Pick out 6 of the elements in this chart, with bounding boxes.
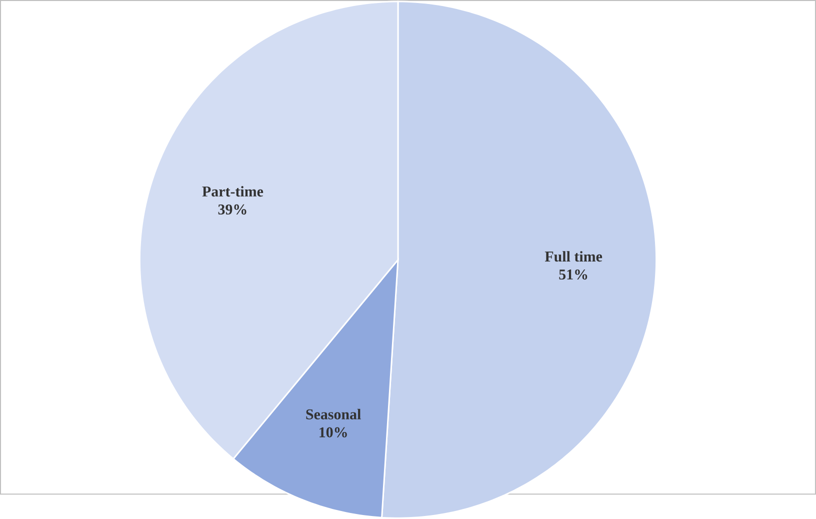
slice-label: Part-time <box>202 186 264 197</box>
slice-label: Full time <box>544 251 602 262</box>
data-label: 39% <box>218 204 246 215</box>
data-label: 51% <box>559 270 588 280</box>
data-label: 10% <box>320 427 347 438</box>
slice-label: Seasonal <box>306 408 361 420</box>
